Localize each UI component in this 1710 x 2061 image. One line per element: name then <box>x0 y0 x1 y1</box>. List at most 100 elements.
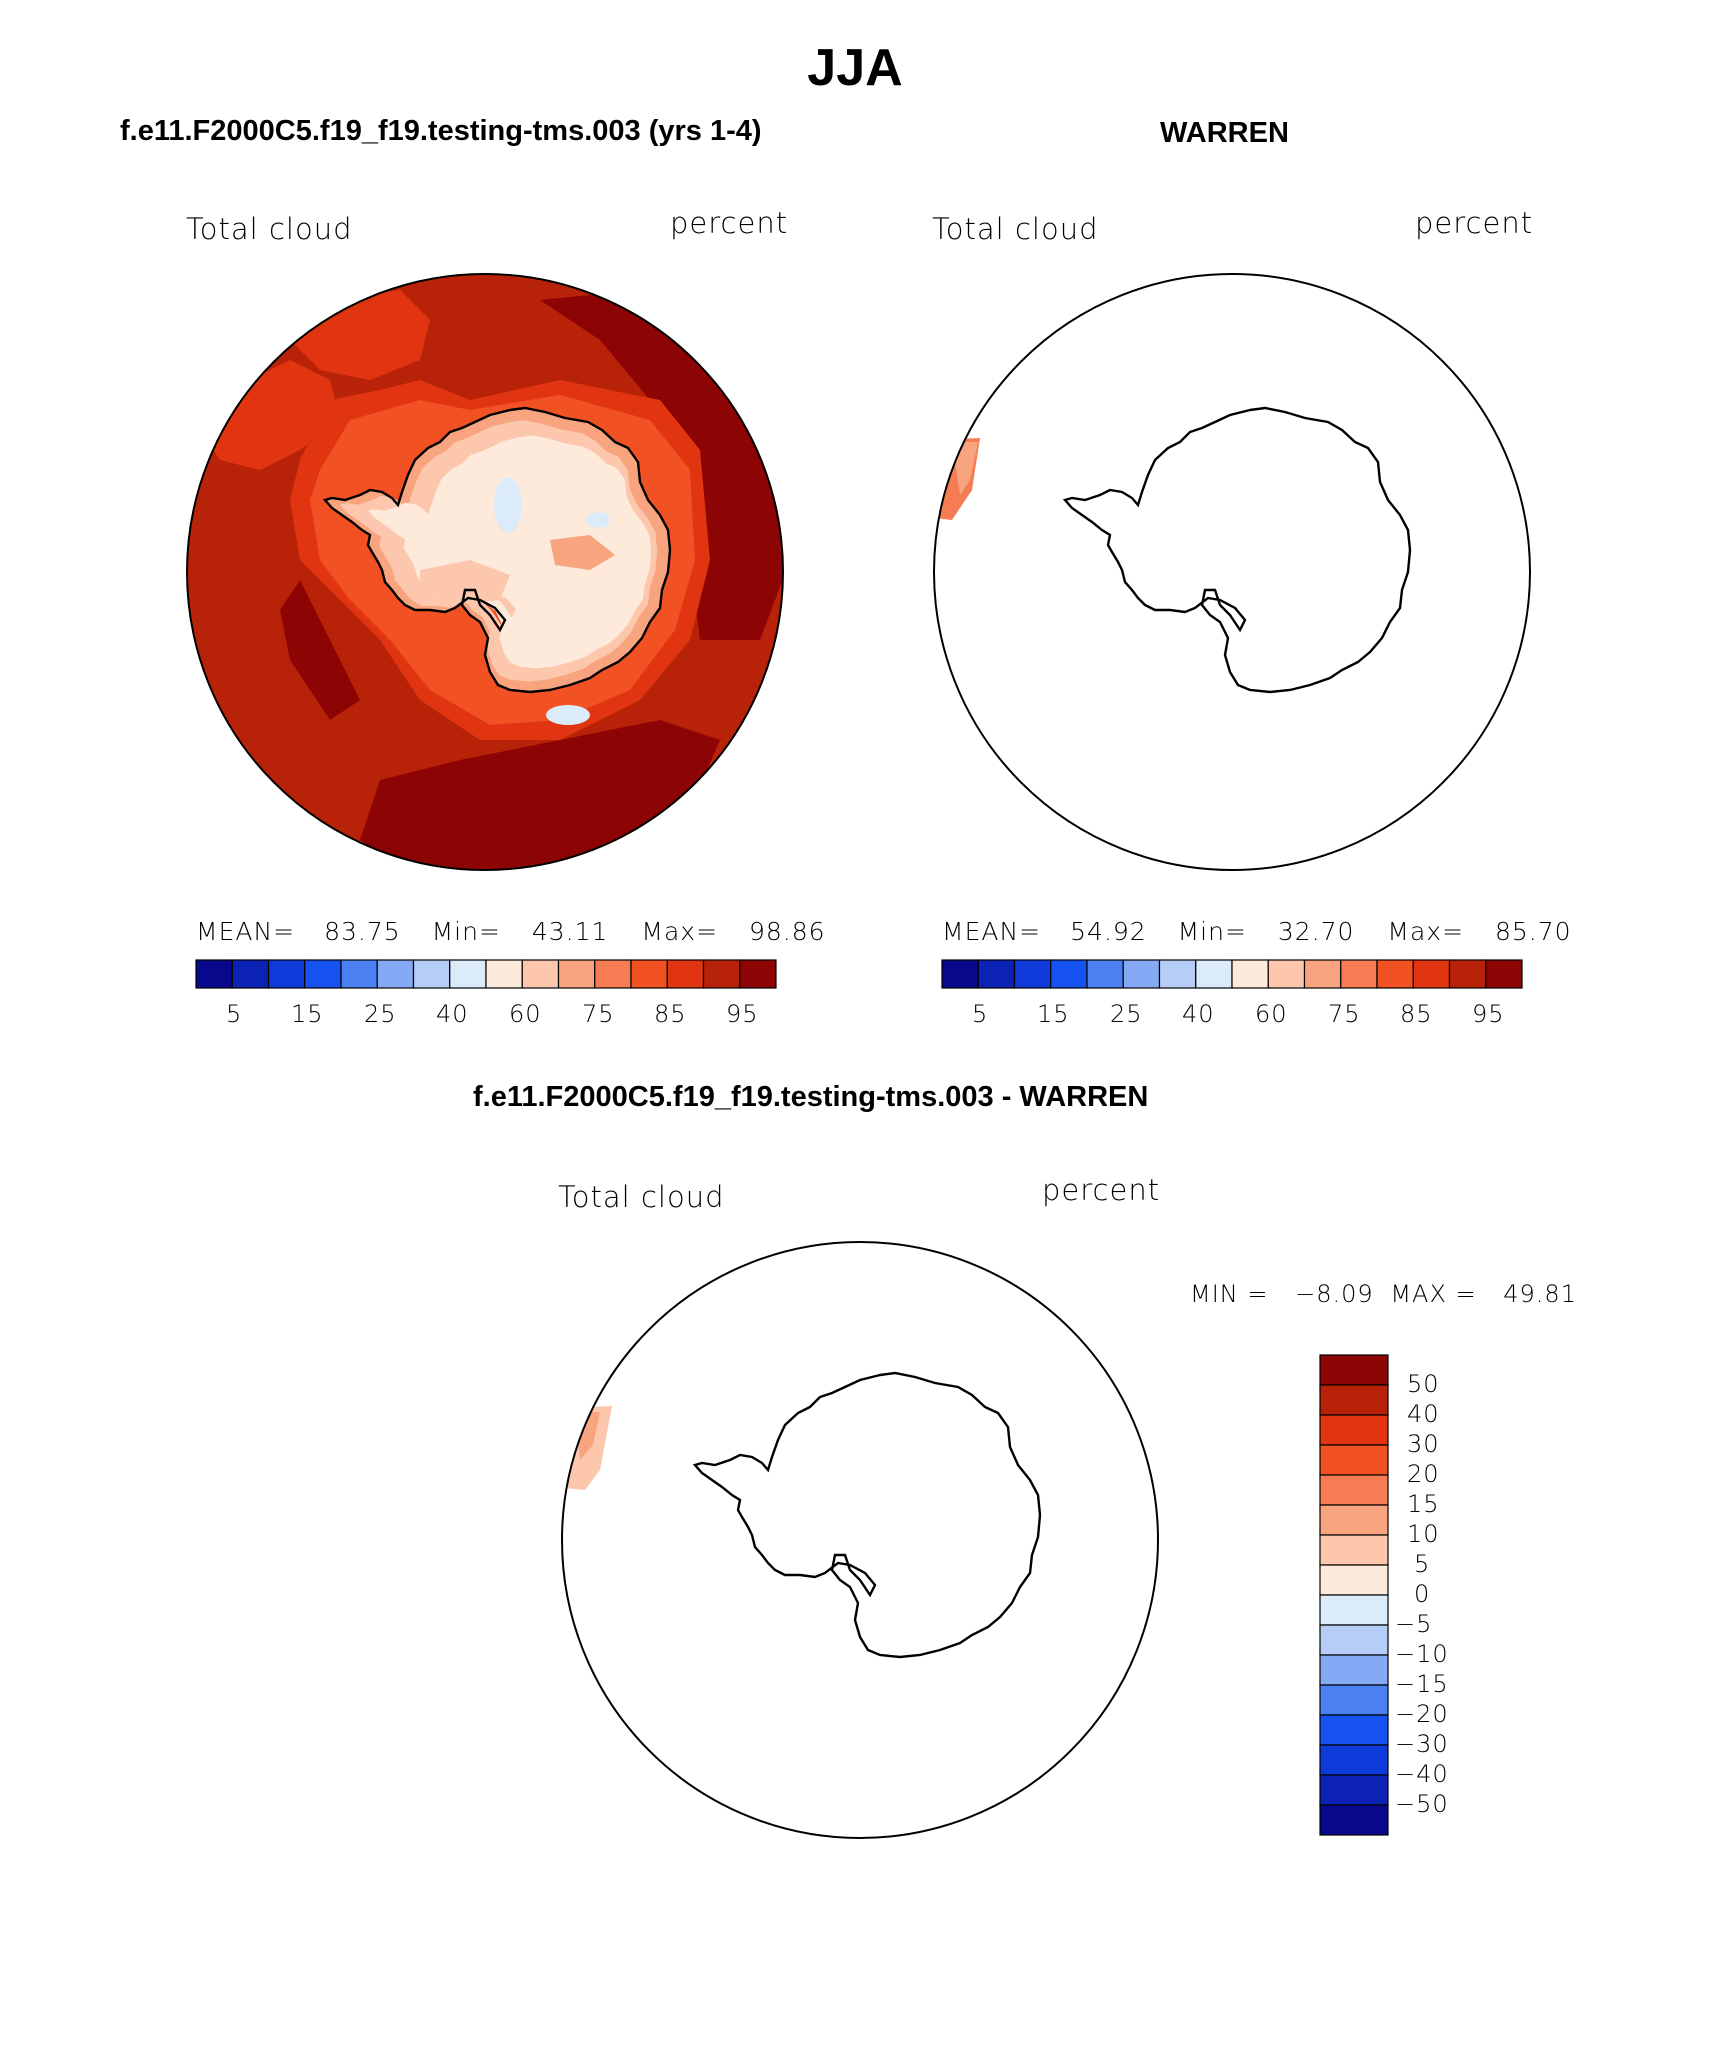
colorbar-1-label: 5 <box>226 1000 243 1028</box>
panel-3-title: f.e11.F2000C5.f19_f19.testing-tms.003 - … <box>473 1081 1149 1113</box>
panel-1-max-value: 98.86 <box>749 917 826 946</box>
colorbar-swatch <box>941 959 979 989</box>
colorbar-2-label: 85 <box>1400 1000 1433 1028</box>
panel-3-variable: Total cloud <box>558 1180 725 1214</box>
colorbar-2 <box>941 959 1523 989</box>
colorbar-3-label: 40 <box>1407 1400 1440 1428</box>
map-3-background <box>562 1242 1158 1838</box>
map-panel-1 <box>187 274 783 870</box>
colorbar-swatch <box>1231 959 1269 989</box>
colorbar-1-label: 75 <box>582 1000 615 1028</box>
colorbar-swatch <box>1448 959 1487 989</box>
panel-2-mean-label: MEAN= <box>942 917 1042 946</box>
colorbar-3-label: 30 <box>1407 1430 1440 1458</box>
panel-1-units: percent <box>670 206 789 240</box>
colorbar-2-label: 5 <box>972 1000 989 1028</box>
map-panel-3 <box>562 1242 1158 1838</box>
colorbar-swatch <box>412 959 451 989</box>
colorbar-1 <box>195 959 777 989</box>
colorbar-swatch <box>557 959 596 989</box>
colorbar-3-label: 50 <box>1407 1370 1440 1398</box>
colorbar-1-label: 25 <box>364 1000 397 1028</box>
panel-2-title: WARREN <box>1160 117 1289 149</box>
panel-1-title: f.e11.F2000C5.f19_f19.testing-tms.003 (y… <box>120 115 762 147</box>
colorbar-swatch <box>485 959 523 989</box>
colorbar-swatch <box>195 959 233 989</box>
colorbar-3-label: 5 <box>1414 1550 1431 1578</box>
colorbar-swatch <box>1158 959 1197 989</box>
map-1-border <box>186 273 784 871</box>
season-title: JJA <box>807 39 903 97</box>
colorbar-swatch <box>1319 1804 1389 1836</box>
colorbar-swatch <box>977 959 1016 989</box>
map-2-border <box>933 273 1531 871</box>
colorbar-swatch <box>1319 1474 1389 1506</box>
colorbar-swatch <box>1412 959 1451 989</box>
map-panel-2 <box>934 274 1530 870</box>
colorbar-swatch <box>1485 959 1523 989</box>
panel-3-min-label: MIN = <box>1190 1280 1269 1308</box>
map-1-ice-blue-2 <box>586 512 610 528</box>
colorbar-swatch <box>1267 959 1306 989</box>
colorbar-1-label: 40 <box>436 1000 469 1028</box>
colorbar-2-label: 75 <box>1328 1000 1361 1028</box>
colorbar-swatch <box>666 959 705 989</box>
colorbar-swatch <box>1319 1624 1389 1656</box>
panel-2-variable: Total cloud <box>932 212 1099 246</box>
colorbar-swatch <box>449 959 487 989</box>
panel-2-max-label: Max= <box>1387 917 1465 946</box>
colorbar-swatch <box>702 959 741 989</box>
colorbar-1-label: 85 <box>654 1000 687 1028</box>
colorbar-swatch <box>1086 959 1124 989</box>
colorbar-swatch <box>376 959 415 989</box>
colorbar-swatch <box>1303 959 1342 989</box>
colorbar-swatch <box>1319 1504 1389 1536</box>
colorbar-swatch <box>1319 1414 1389 1446</box>
colorbar-swatch <box>1319 1654 1389 1686</box>
map-1-orange-band-w <box>200 360 340 470</box>
colorbar-1-label: 15 <box>291 1000 324 1028</box>
panel-2-units: percent <box>1415 206 1534 240</box>
colorbar-3-label: −15 <box>1395 1670 1449 1698</box>
colorbar-swatch <box>1122 959 1161 989</box>
colorbar-swatch <box>630 959 668 989</box>
panel-1-min-value: 43.11 <box>531 917 609 946</box>
colorbar-swatch <box>1319 1444 1389 1476</box>
colorbar-3-label: −10 <box>1395 1640 1449 1668</box>
panel-1-stats: MEAN= 83.75 Min= 43.11 Max= 98.86 <box>196 917 826 946</box>
colorbar-swatch <box>1319 1774 1389 1806</box>
map-1-ice-blue-1 <box>494 477 522 533</box>
colorbar-swatch <box>1319 1564 1389 1596</box>
map-1-salmon-patch <box>550 535 615 570</box>
colorbar-2-label: 25 <box>1110 1000 1143 1028</box>
map-1-peach-patch <box>420 560 510 605</box>
colorbar-swatch <box>304 959 342 989</box>
colorbar-3-label: 20 <box>1407 1460 1440 1488</box>
panel-3-max-label: MAX = <box>1390 1280 1477 1308</box>
colorbar-swatch <box>1376 959 1414 989</box>
colorbar-swatch <box>1319 1714 1389 1746</box>
colorbar-1-label: 60 <box>509 1000 542 1028</box>
colorbar-swatch <box>1319 1354 1389 1386</box>
colorbar-3-label: −50 <box>1395 1790 1449 1818</box>
map-1-ice-blue-3 <box>546 705 590 725</box>
colorbar-swatch <box>267 959 306 989</box>
colorbar-swatch <box>1013 959 1052 989</box>
colorbar-swatch <box>1319 1534 1389 1566</box>
map-3-border <box>561 1241 1159 1839</box>
colorbar-3-label: 15 <box>1407 1490 1440 1518</box>
panel-1-variable: Total cloud <box>186 212 353 246</box>
panel-3-units: percent <box>1042 1173 1161 1207</box>
panel-1-max-label: Max= <box>641 917 719 946</box>
map-2-background <box>934 274 1530 870</box>
colorbar-3 <box>1319 1354 1389 1836</box>
colorbar-swatch <box>739 959 777 989</box>
panel-2-stats: MEAN= 54.92 Min= 32.70 Max= 85.70 <box>942 917 1572 946</box>
colorbar-2-label: 40 <box>1182 1000 1215 1028</box>
panel-3-min-value: −8.09 <box>1295 1280 1374 1308</box>
colorbar-swatch <box>1195 959 1233 989</box>
panel-2-max-value: 85.70 <box>1495 917 1572 946</box>
colorbar-2-label: 15 <box>1037 1000 1070 1028</box>
colorbar-3-label: 0 <box>1414 1580 1431 1608</box>
